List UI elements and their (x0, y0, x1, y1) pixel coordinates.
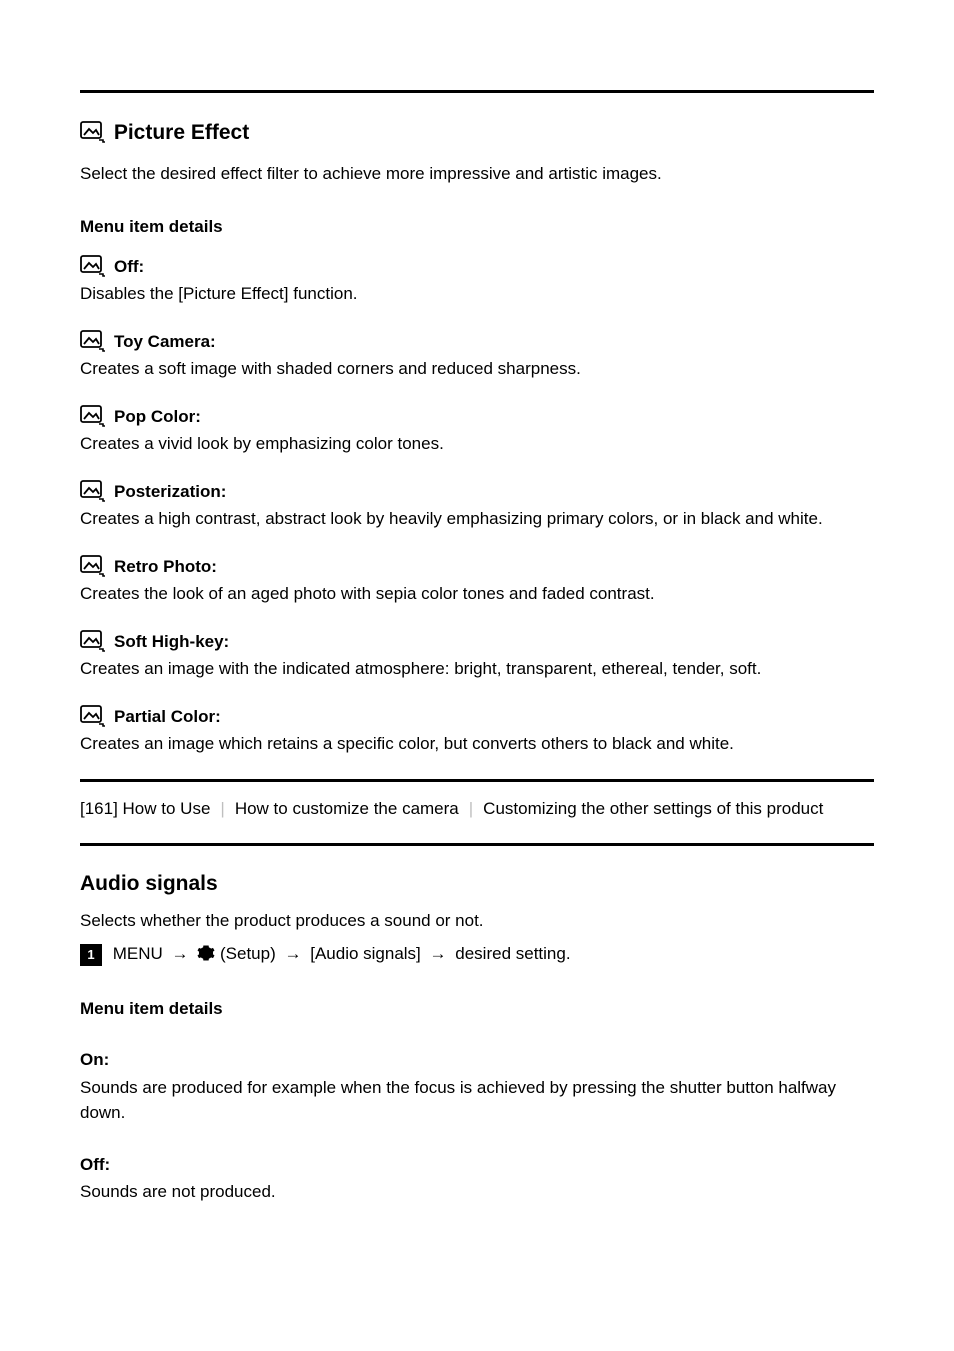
setup-gear-icon (197, 944, 215, 970)
top-rule (80, 90, 874, 93)
picture-effect-icon (80, 705, 108, 727)
picture-effect-icon (80, 630, 108, 652)
picture-effect-title: Picture Effect (80, 117, 874, 153)
option-desc: Disables the [Picture Effect] function. (80, 281, 874, 307)
picture-effect-icon (80, 330, 108, 352)
option-row: Partial Color:Creates an image which ret… (80, 704, 874, 757)
picture-effect-icon (80, 255, 108, 277)
option-row: Off:Disables the [Picture Effect] functi… (80, 254, 874, 307)
option-desc: Creates a soft image with shaded corners… (80, 356, 874, 382)
options-list: Off:Disables the [Picture Effect] functi… (80, 254, 874, 757)
option-row: Toy Camera:Creates a soft image with sha… (80, 329, 874, 382)
picture-effect-icon (80, 405, 108, 427)
arrow-3: → (430, 944, 452, 963)
step-number-badge: 1 (80, 944, 102, 966)
option-label: Retro Photo: (80, 554, 874, 580)
audio-option-on-desc: Sounds are produced for example when the… (80, 1075, 874, 1126)
option-label-text: Soft High-key: (114, 629, 229, 655)
setup-label: (Setup) (220, 944, 276, 963)
arrow-1: → (172, 944, 189, 963)
option-row: Retro Photo:Creates the look of an aged … (80, 554, 874, 607)
option-label-text: Toy Camera: (114, 329, 216, 355)
option-label: Pop Color: (80, 404, 874, 430)
option-row: Posterization:Creates a high contrast, a… (80, 479, 874, 532)
page-ref-part-3: Customizing the other settings of this p… (483, 796, 823, 822)
option-label-text: Partial Color: (114, 704, 221, 730)
audio-option-off: Off: Sounds are not produced. (80, 1152, 874, 1205)
option-desc: Creates an image which retains a specifi… (80, 731, 874, 757)
option-row: Pop Color:Creates a vivid look by emphas… (80, 404, 874, 457)
picture-effect-icon (80, 555, 108, 577)
page-ref-sep-2: | (469, 796, 473, 822)
option-desc: Creates a vivid look by emphasizing colo… (80, 431, 874, 457)
page-ref-sep-1: | (220, 796, 224, 822)
option-desc: Creates an image with the indicated atmo… (80, 656, 874, 682)
picture-effect-lead: Select the desired effect filter to achi… (80, 161, 874, 187)
option-label-text: Retro Photo: (114, 554, 217, 580)
desired-setting-text: desired setting. (455, 944, 570, 963)
option-desc: Creates a high contrast, abstract look b… (80, 506, 874, 532)
picture-effect-icon (80, 480, 108, 502)
audio-option-off-label: Off: (80, 1152, 874, 1178)
audio-option-on-label: On: (80, 1047, 874, 1073)
option-label: Partial Color: (80, 704, 874, 730)
section2-top-rule (80, 843, 874, 846)
option-label: Soft High-key: (80, 629, 874, 655)
page-ref-part-1: [161] How to Use (80, 796, 210, 822)
option-label-text: Off: (114, 254, 144, 280)
option-label: Off: (80, 254, 874, 280)
option-row: Soft High-key:Creates an image with the … (80, 629, 874, 682)
menu-item-details-heading: Menu item details (80, 214, 874, 240)
option-desc: Creates the look of an aged photo with s… (80, 581, 874, 607)
picture-effect-title-text: Picture Effect (114, 121, 249, 144)
arrow-2: → (284, 944, 301, 963)
option-label: Toy Camera: (80, 329, 874, 355)
menu-label: MENU (113, 944, 163, 963)
option-label-text: Posterization: (114, 479, 226, 505)
picture-effect-icon (80, 125, 112, 148)
audio-option-off-desc: Sounds are not produced. (80, 1179, 874, 1205)
audio-signals-title: Audio signals (80, 868, 874, 900)
option-label: Posterization: (80, 479, 874, 505)
audio-menu-details-heading: Menu item details (80, 996, 874, 1022)
page-ref-part-2: How to customize the camera (235, 796, 459, 822)
audio-signals-lead: Selects whether the product produces a s… (80, 908, 874, 934)
audio-signals-step: 1 MENU → (Setup) → [Audio signals] → des… (80, 941, 874, 970)
audio-option-on: On: Sounds are produced for example when… (80, 1047, 874, 1126)
page-ref-line: [161] How to Use | How to customize the … (80, 796, 874, 822)
mid-rule (80, 779, 874, 782)
menu-item-name: [Audio signals] (310, 944, 421, 963)
option-label-text: Pop Color: (114, 404, 201, 430)
